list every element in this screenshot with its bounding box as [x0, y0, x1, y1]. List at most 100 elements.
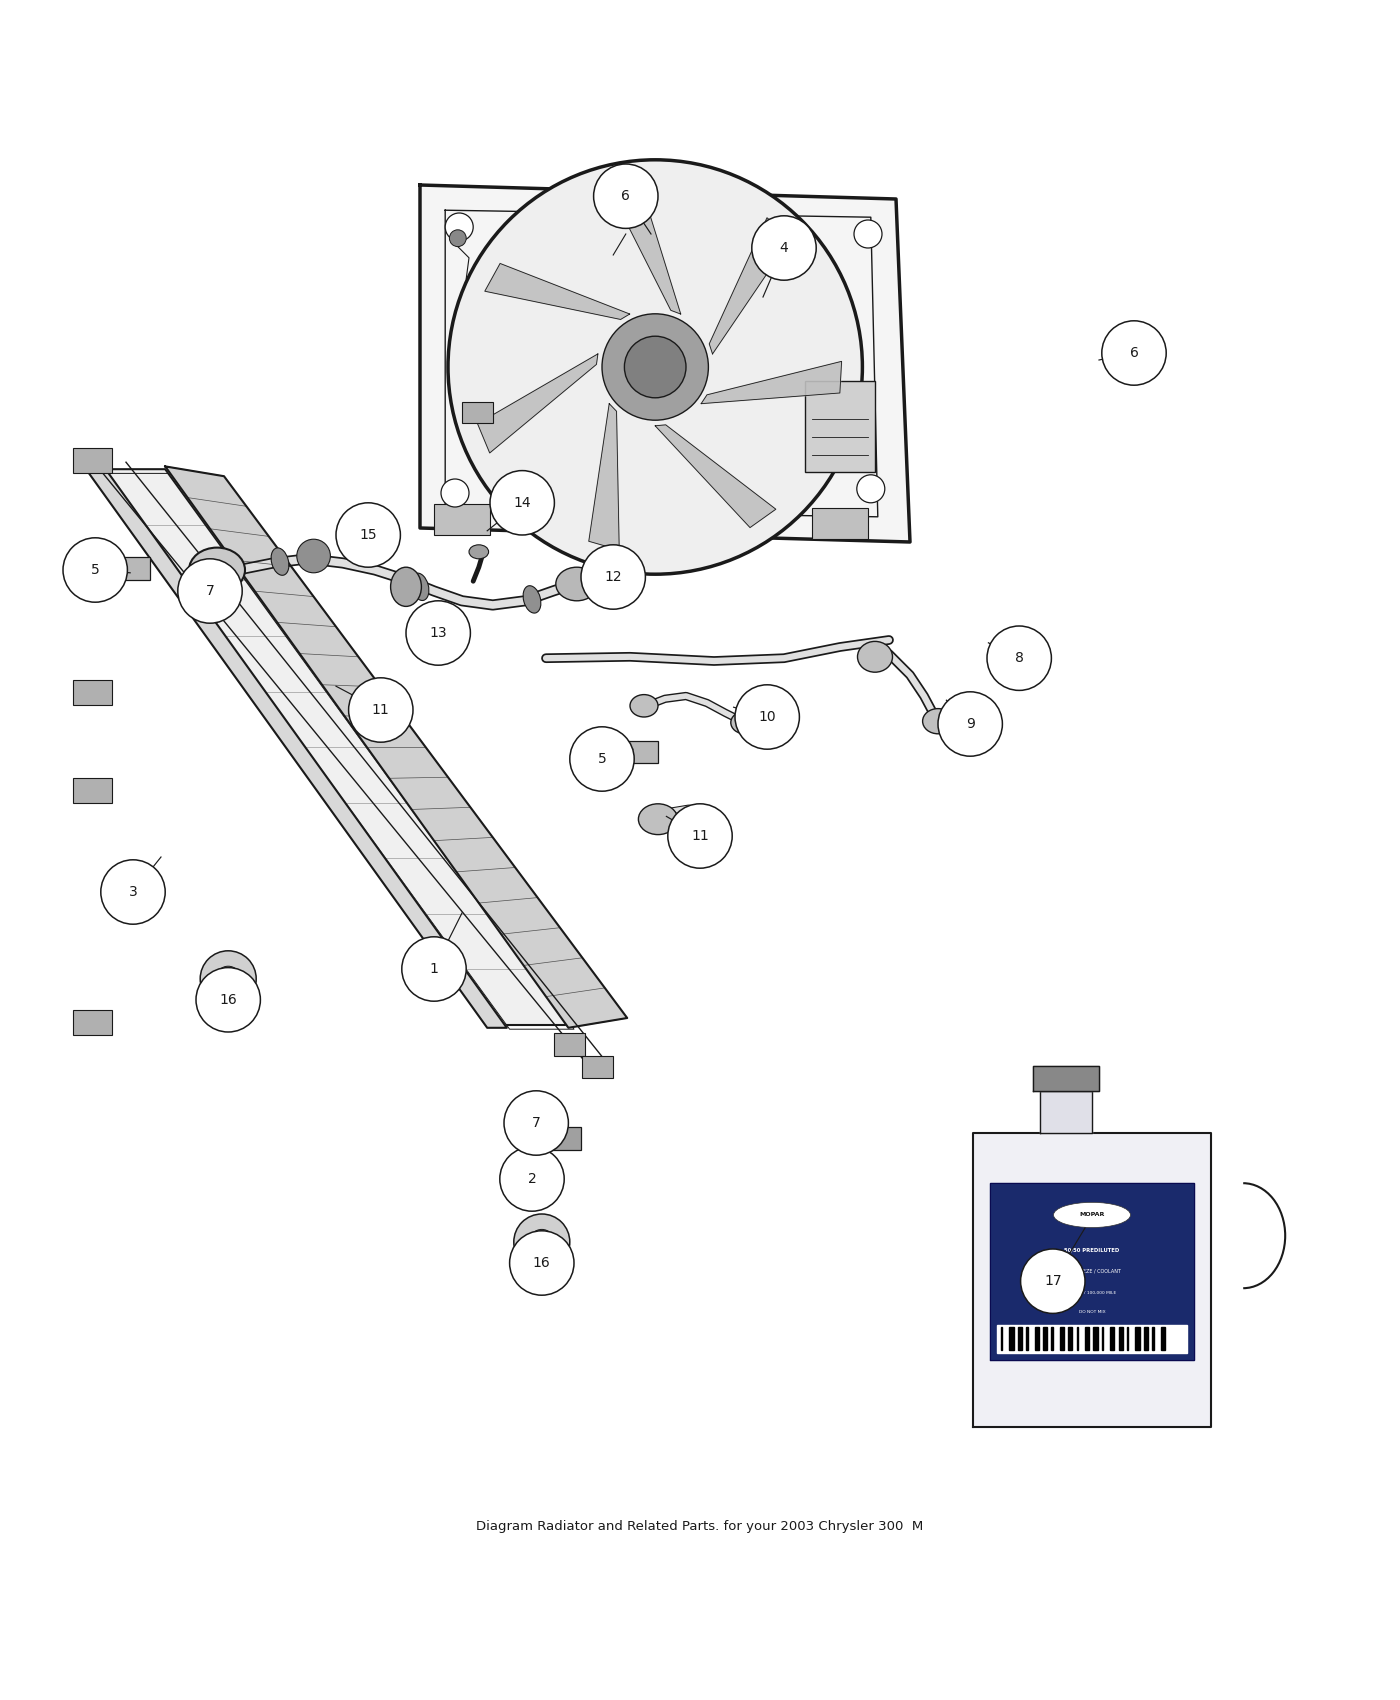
Circle shape	[297, 539, 330, 573]
Polygon shape	[1001, 1328, 1002, 1350]
Ellipse shape	[638, 804, 678, 835]
Circle shape	[196, 967, 260, 1032]
Circle shape	[500, 1148, 564, 1210]
Text: 50/50 PREDILUTED: 50/50 PREDILUTED	[1064, 1248, 1120, 1253]
FancyBboxPatch shape	[627, 741, 658, 763]
Ellipse shape	[731, 711, 759, 734]
Text: 12: 12	[605, 570, 622, 585]
FancyBboxPatch shape	[434, 505, 490, 536]
Text: 6: 6	[1130, 347, 1138, 360]
Circle shape	[406, 600, 470, 665]
Ellipse shape	[391, 568, 421, 607]
Circle shape	[987, 626, 1051, 690]
Ellipse shape	[923, 709, 953, 734]
Circle shape	[490, 471, 554, 536]
Circle shape	[200, 950, 256, 1006]
Ellipse shape	[524, 586, 540, 614]
Circle shape	[529, 1229, 554, 1255]
Circle shape	[1102, 321, 1166, 386]
Text: ⊕: ⊕	[225, 976, 231, 983]
FancyBboxPatch shape	[543, 1120, 564, 1137]
Text: 6: 6	[622, 189, 630, 204]
Circle shape	[857, 474, 885, 503]
Polygon shape	[1085, 1328, 1089, 1350]
Circle shape	[514, 1214, 570, 1270]
Ellipse shape	[556, 568, 598, 600]
FancyBboxPatch shape	[546, 1127, 581, 1149]
Ellipse shape	[412, 573, 428, 600]
Polygon shape	[973, 1132, 1211, 1426]
Circle shape	[336, 503, 400, 568]
Circle shape	[854, 219, 882, 248]
Polygon shape	[1110, 1328, 1114, 1350]
FancyBboxPatch shape	[805, 381, 875, 473]
Circle shape	[448, 160, 862, 575]
FancyBboxPatch shape	[119, 558, 150, 580]
Text: Diagram Radiator and Related Parts. for your 2003 Chrysler 300  M: Diagram Radiator and Related Parts. for …	[476, 1520, 924, 1533]
Polygon shape	[589, 403, 619, 551]
Circle shape	[441, 479, 469, 507]
Text: 3: 3	[129, 886, 137, 899]
Text: 17: 17	[1044, 1275, 1061, 1289]
Circle shape	[581, 544, 645, 609]
Ellipse shape	[1053, 1202, 1130, 1227]
Polygon shape	[1043, 1328, 1047, 1350]
Text: 11: 11	[692, 830, 708, 843]
Polygon shape	[1033, 1066, 1099, 1091]
Polygon shape	[1119, 1328, 1123, 1350]
Polygon shape	[1009, 1328, 1014, 1350]
Circle shape	[445, 212, 473, 241]
Polygon shape	[1093, 1328, 1098, 1350]
Text: 16: 16	[220, 993, 237, 1006]
Polygon shape	[1018, 1328, 1022, 1350]
Ellipse shape	[189, 547, 245, 592]
Circle shape	[402, 937, 466, 1001]
Circle shape	[510, 1231, 574, 1295]
FancyBboxPatch shape	[73, 680, 112, 705]
Polygon shape	[477, 354, 598, 452]
Text: DO NOT MIX: DO NOT MIX	[1078, 1311, 1106, 1314]
Polygon shape	[1040, 1091, 1092, 1132]
Circle shape	[570, 728, 634, 791]
Circle shape	[63, 537, 127, 602]
Polygon shape	[710, 218, 791, 354]
Text: 7: 7	[206, 585, 214, 598]
Circle shape	[504, 1091, 568, 1156]
Polygon shape	[990, 1183, 1194, 1360]
Text: 1: 1	[430, 962, 438, 976]
Circle shape	[101, 860, 165, 925]
Circle shape	[668, 804, 732, 869]
Polygon shape	[997, 1324, 1187, 1353]
Text: 13: 13	[430, 626, 447, 639]
Text: with other products: with other products	[1072, 1333, 1112, 1336]
FancyBboxPatch shape	[73, 1010, 112, 1035]
Polygon shape	[84, 466, 507, 1028]
Polygon shape	[701, 362, 841, 403]
Polygon shape	[1026, 1328, 1028, 1350]
FancyBboxPatch shape	[462, 401, 493, 423]
FancyBboxPatch shape	[214, 592, 235, 609]
Circle shape	[752, 216, 816, 280]
Text: 9: 9	[966, 717, 974, 731]
Text: 10: 10	[759, 711, 776, 724]
Polygon shape	[608, 182, 680, 314]
Circle shape	[594, 163, 658, 228]
Text: 7: 7	[532, 1115, 540, 1130]
Circle shape	[1021, 1250, 1085, 1314]
Polygon shape	[655, 425, 776, 527]
FancyBboxPatch shape	[73, 779, 112, 802]
Polygon shape	[1161, 1328, 1165, 1350]
Ellipse shape	[469, 544, 489, 559]
Polygon shape	[1144, 1328, 1148, 1350]
Text: 14: 14	[514, 496, 531, 510]
Text: 8: 8	[1015, 651, 1023, 665]
FancyBboxPatch shape	[812, 508, 868, 539]
Polygon shape	[420, 185, 910, 542]
Polygon shape	[165, 466, 627, 1028]
Circle shape	[938, 692, 1002, 756]
Polygon shape	[1102, 1328, 1103, 1350]
Polygon shape	[1135, 1328, 1140, 1350]
Text: 2: 2	[528, 1171, 536, 1187]
Circle shape	[624, 337, 686, 398]
Ellipse shape	[630, 695, 658, 717]
